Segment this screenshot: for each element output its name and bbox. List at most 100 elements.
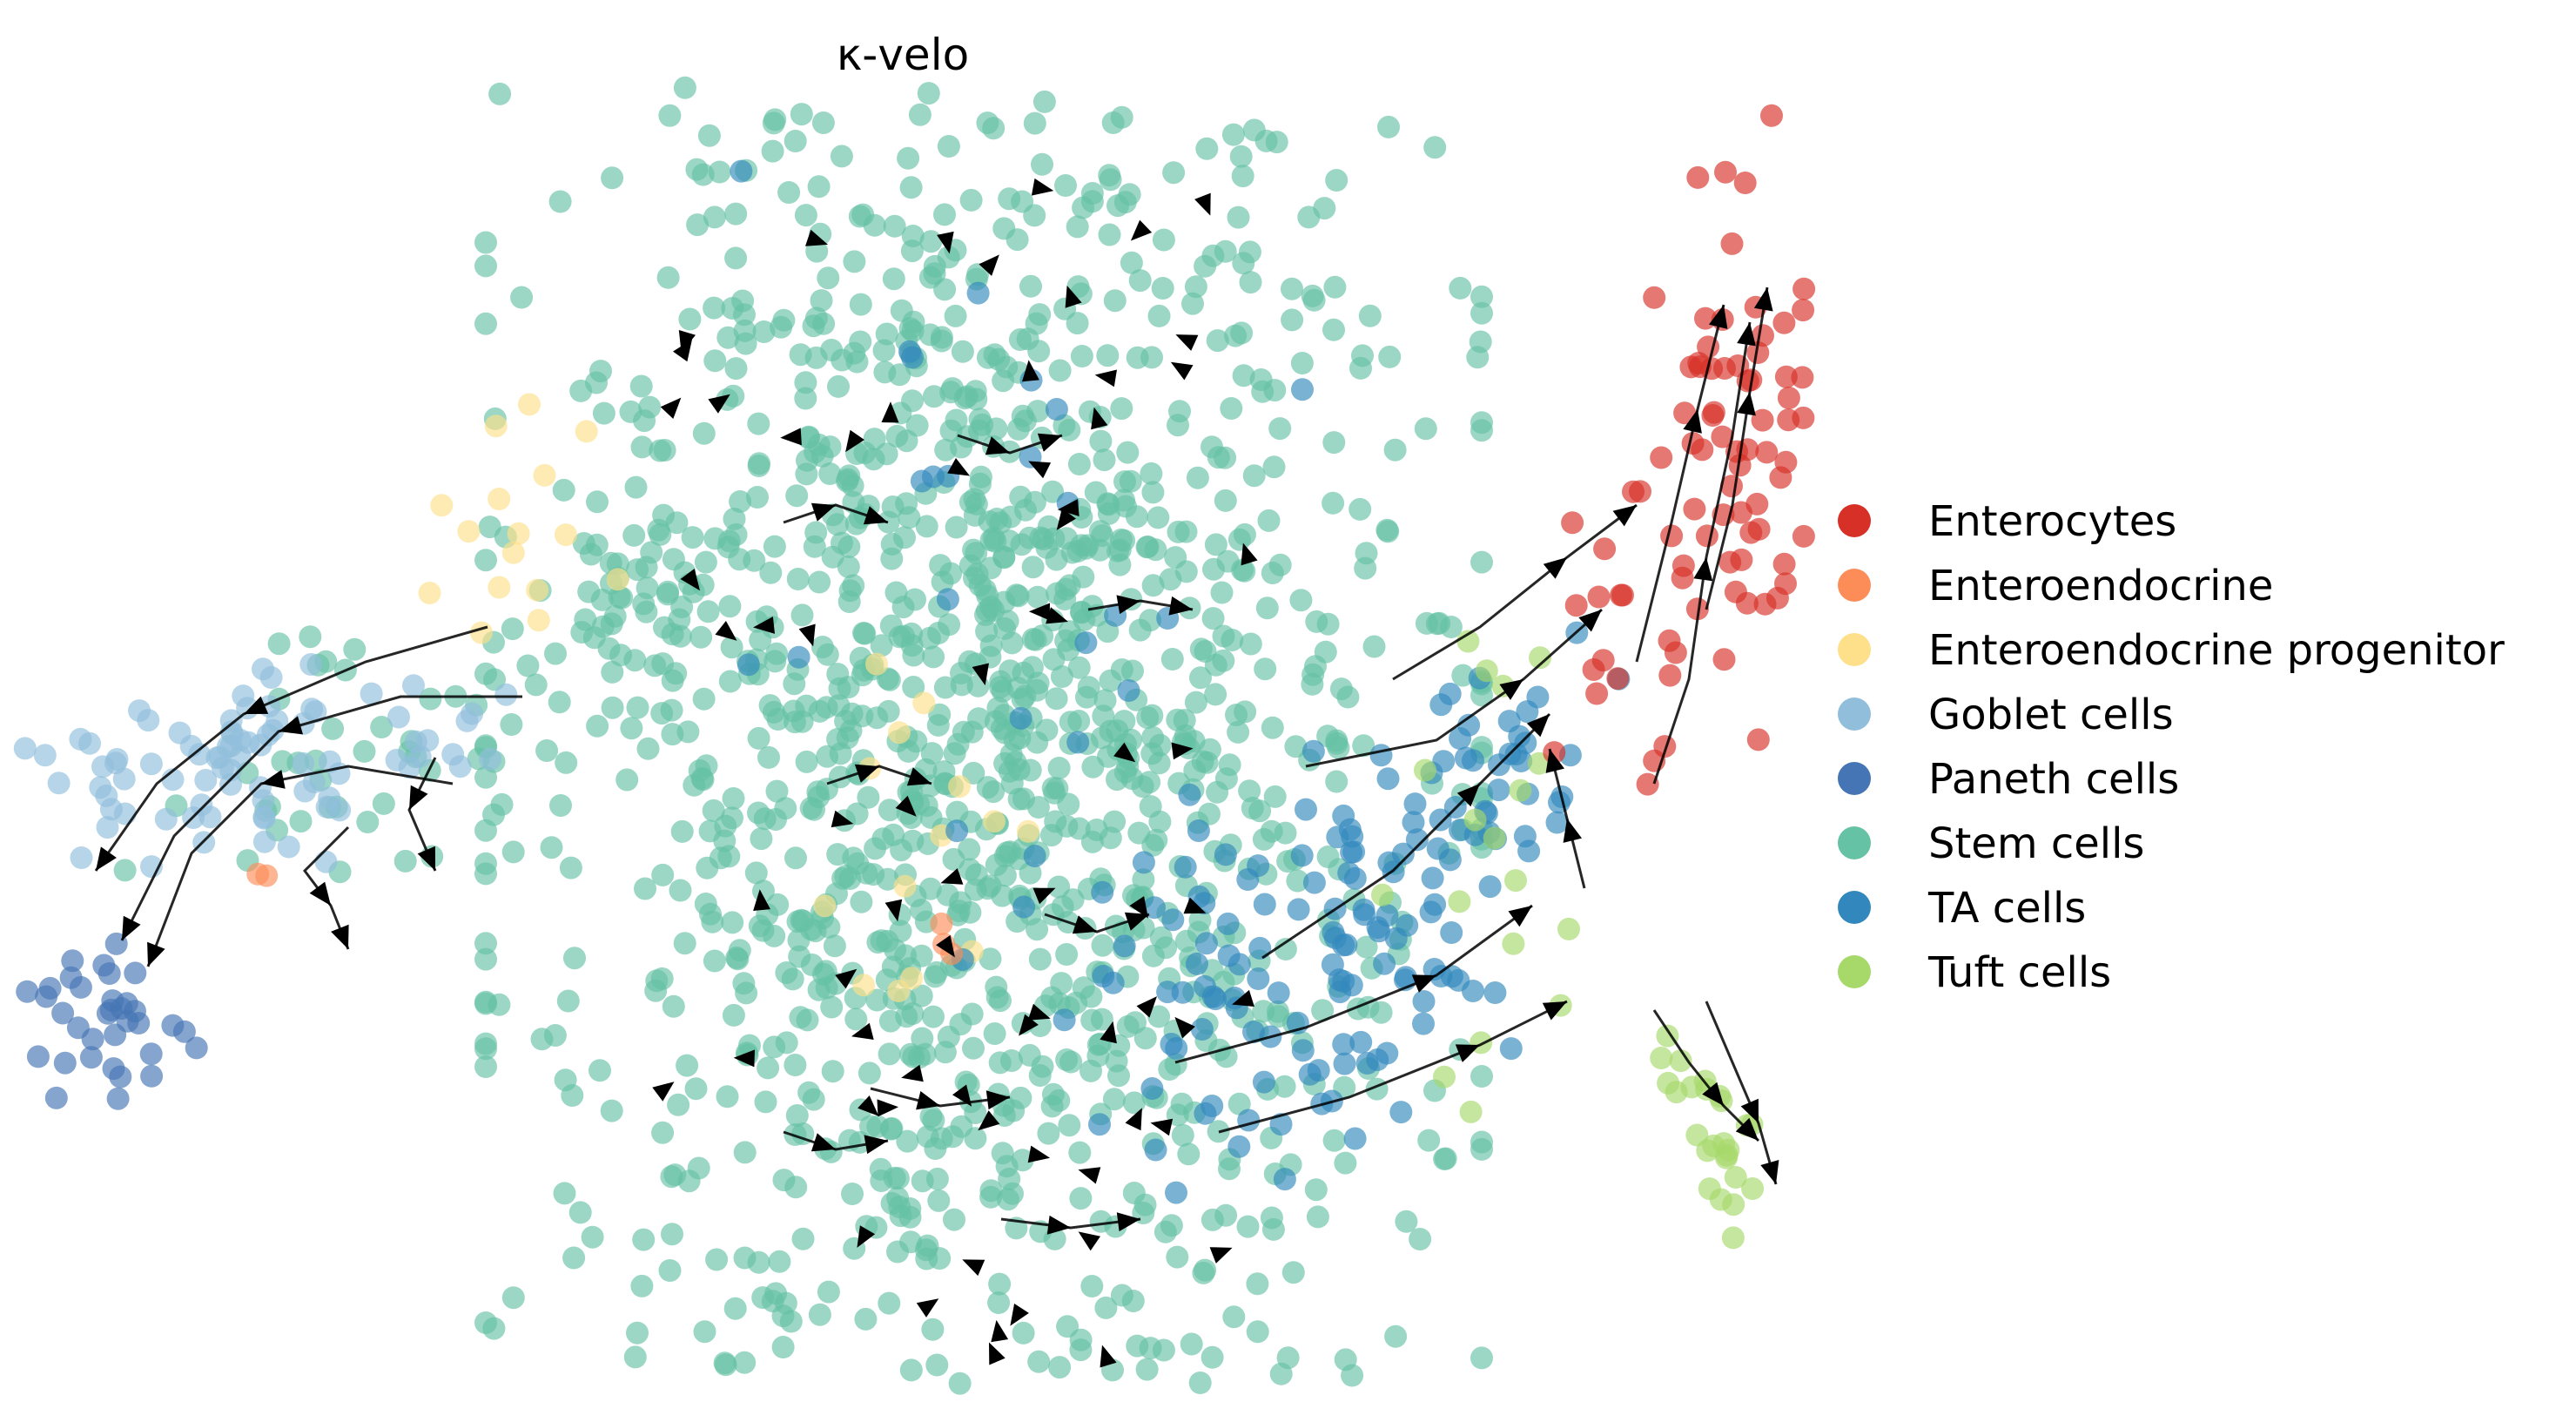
cell-point: [995, 1155, 1019, 1178]
cell-point: [775, 1031, 798, 1055]
cell-point: [729, 490, 752, 513]
cell-point: [829, 742, 852, 765]
stream-arrow: [678, 330, 696, 353]
stream-arrow: [985, 1090, 1010, 1110]
stream-arrow: [1171, 742, 1194, 760]
cell-point: [1035, 718, 1059, 742]
cell-point: [967, 707, 991, 731]
cell-point: [1221, 123, 1245, 146]
cell-point: [474, 947, 497, 971]
cell-point: [880, 532, 904, 556]
cell-point: [1140, 346, 1163, 369]
cell-point: [1660, 524, 1684, 548]
cell-point: [185, 1036, 208, 1060]
cell-point: [1448, 890, 1471, 913]
cell-point: [859, 1115, 882, 1138]
cell-point: [1162, 161, 1186, 185]
cell-point: [716, 1085, 739, 1109]
cell-point: [1160, 1214, 1183, 1237]
cell-point: [1509, 778, 1532, 802]
cell-point: [945, 819, 969, 843]
cell-point: [684, 1077, 708, 1101]
cell-point: [757, 745, 780, 769]
cell-point: [1236, 1215, 1260, 1238]
cell-point: [556, 989, 580, 1013]
cell-point: [1470, 411, 1493, 435]
cell-point: [808, 1303, 831, 1326]
cell-point: [1683, 497, 1706, 521]
cell-point: [983, 810, 1006, 833]
stream-arrow: [916, 1298, 939, 1318]
cell-point: [1433, 1148, 1456, 1170]
cell-point: [1341, 1364, 1364, 1387]
cell-point: [1140, 742, 1164, 765]
cell-point: [1433, 1065, 1456, 1088]
cell-point: [1587, 585, 1611, 609]
cell-point: [771, 1336, 795, 1358]
cell-point: [899, 176, 923, 199]
cell-point: [1094, 1296, 1118, 1319]
cell-point: [830, 145, 853, 168]
cell-point: [976, 599, 999, 623]
cell-point: [1316, 612, 1340, 636]
cell-point: [1141, 574, 1165, 597]
cell-point: [1227, 720, 1250, 744]
cell-point: [733, 1351, 757, 1374]
cell-point: [139, 752, 163, 776]
cell-point: [1396, 913, 1419, 937]
stream-arrow: [978, 1110, 1000, 1131]
cell-point: [790, 603, 814, 627]
stream-line: [1174, 904, 1533, 1064]
cell-point: [277, 835, 300, 859]
cell-point: [1151, 277, 1174, 300]
cell-point: [95, 784, 118, 807]
stream-arrow: [780, 428, 802, 446]
cell-point: [343, 637, 367, 661]
cell-point: [753, 807, 777, 831]
cell-point: [1091, 933, 1114, 957]
cell-point: [1021, 556, 1045, 579]
cell-point: [402, 674, 425, 698]
cell-point: [810, 289, 833, 313]
cell-point: [667, 1093, 690, 1116]
cell-point: [1117, 679, 1140, 702]
cell-point: [516, 654, 540, 677]
stream-arrow: [845, 429, 864, 453]
cell-point: [1012, 1321, 1035, 1344]
cell-point: [796, 1008, 819, 1032]
cell-point: [840, 702, 864, 725]
cell-point: [1090, 726, 1113, 750]
cell-point: [1106, 539, 1129, 563]
cell-point: [1122, 1091, 1146, 1115]
cell-point: [1058, 620, 1081, 644]
cell-point: [933, 203, 956, 226]
cell-point: [1261, 1217, 1285, 1241]
cell-point: [1332, 1033, 1355, 1056]
cell-point: [393, 849, 417, 873]
cell-point: [925, 1353, 949, 1377]
cell-point: [589, 1059, 611, 1082]
stream-arrow: [1125, 1108, 1142, 1131]
cell-point: [482, 1317, 506, 1340]
cell-point: [1171, 1123, 1194, 1147]
cell-point: [918, 323, 942, 347]
cell-point: [1746, 341, 1770, 364]
legend-marker: [1838, 569, 1871, 602]
cell-point: [299, 625, 322, 649]
cell-point: [763, 650, 787, 673]
cell-point: [568, 1201, 592, 1224]
cell-point: [1314, 640, 1337, 664]
cell-point: [1028, 303, 1052, 327]
cell-point: [113, 802, 137, 826]
cell-point: [886, 1167, 910, 1190]
cell-point: [1164, 546, 1187, 569]
cell-point: [1792, 299, 1815, 322]
stream-arrow: [1168, 596, 1193, 616]
cell-point: [600, 1099, 623, 1122]
cell-point: [474, 819, 497, 842]
stream-arrow: [1129, 896, 1148, 919]
cell-point: [1099, 669, 1122, 692]
cell-point: [728, 548, 751, 571]
cell-point: [1254, 129, 1278, 152]
cell-point: [1119, 469, 1142, 493]
